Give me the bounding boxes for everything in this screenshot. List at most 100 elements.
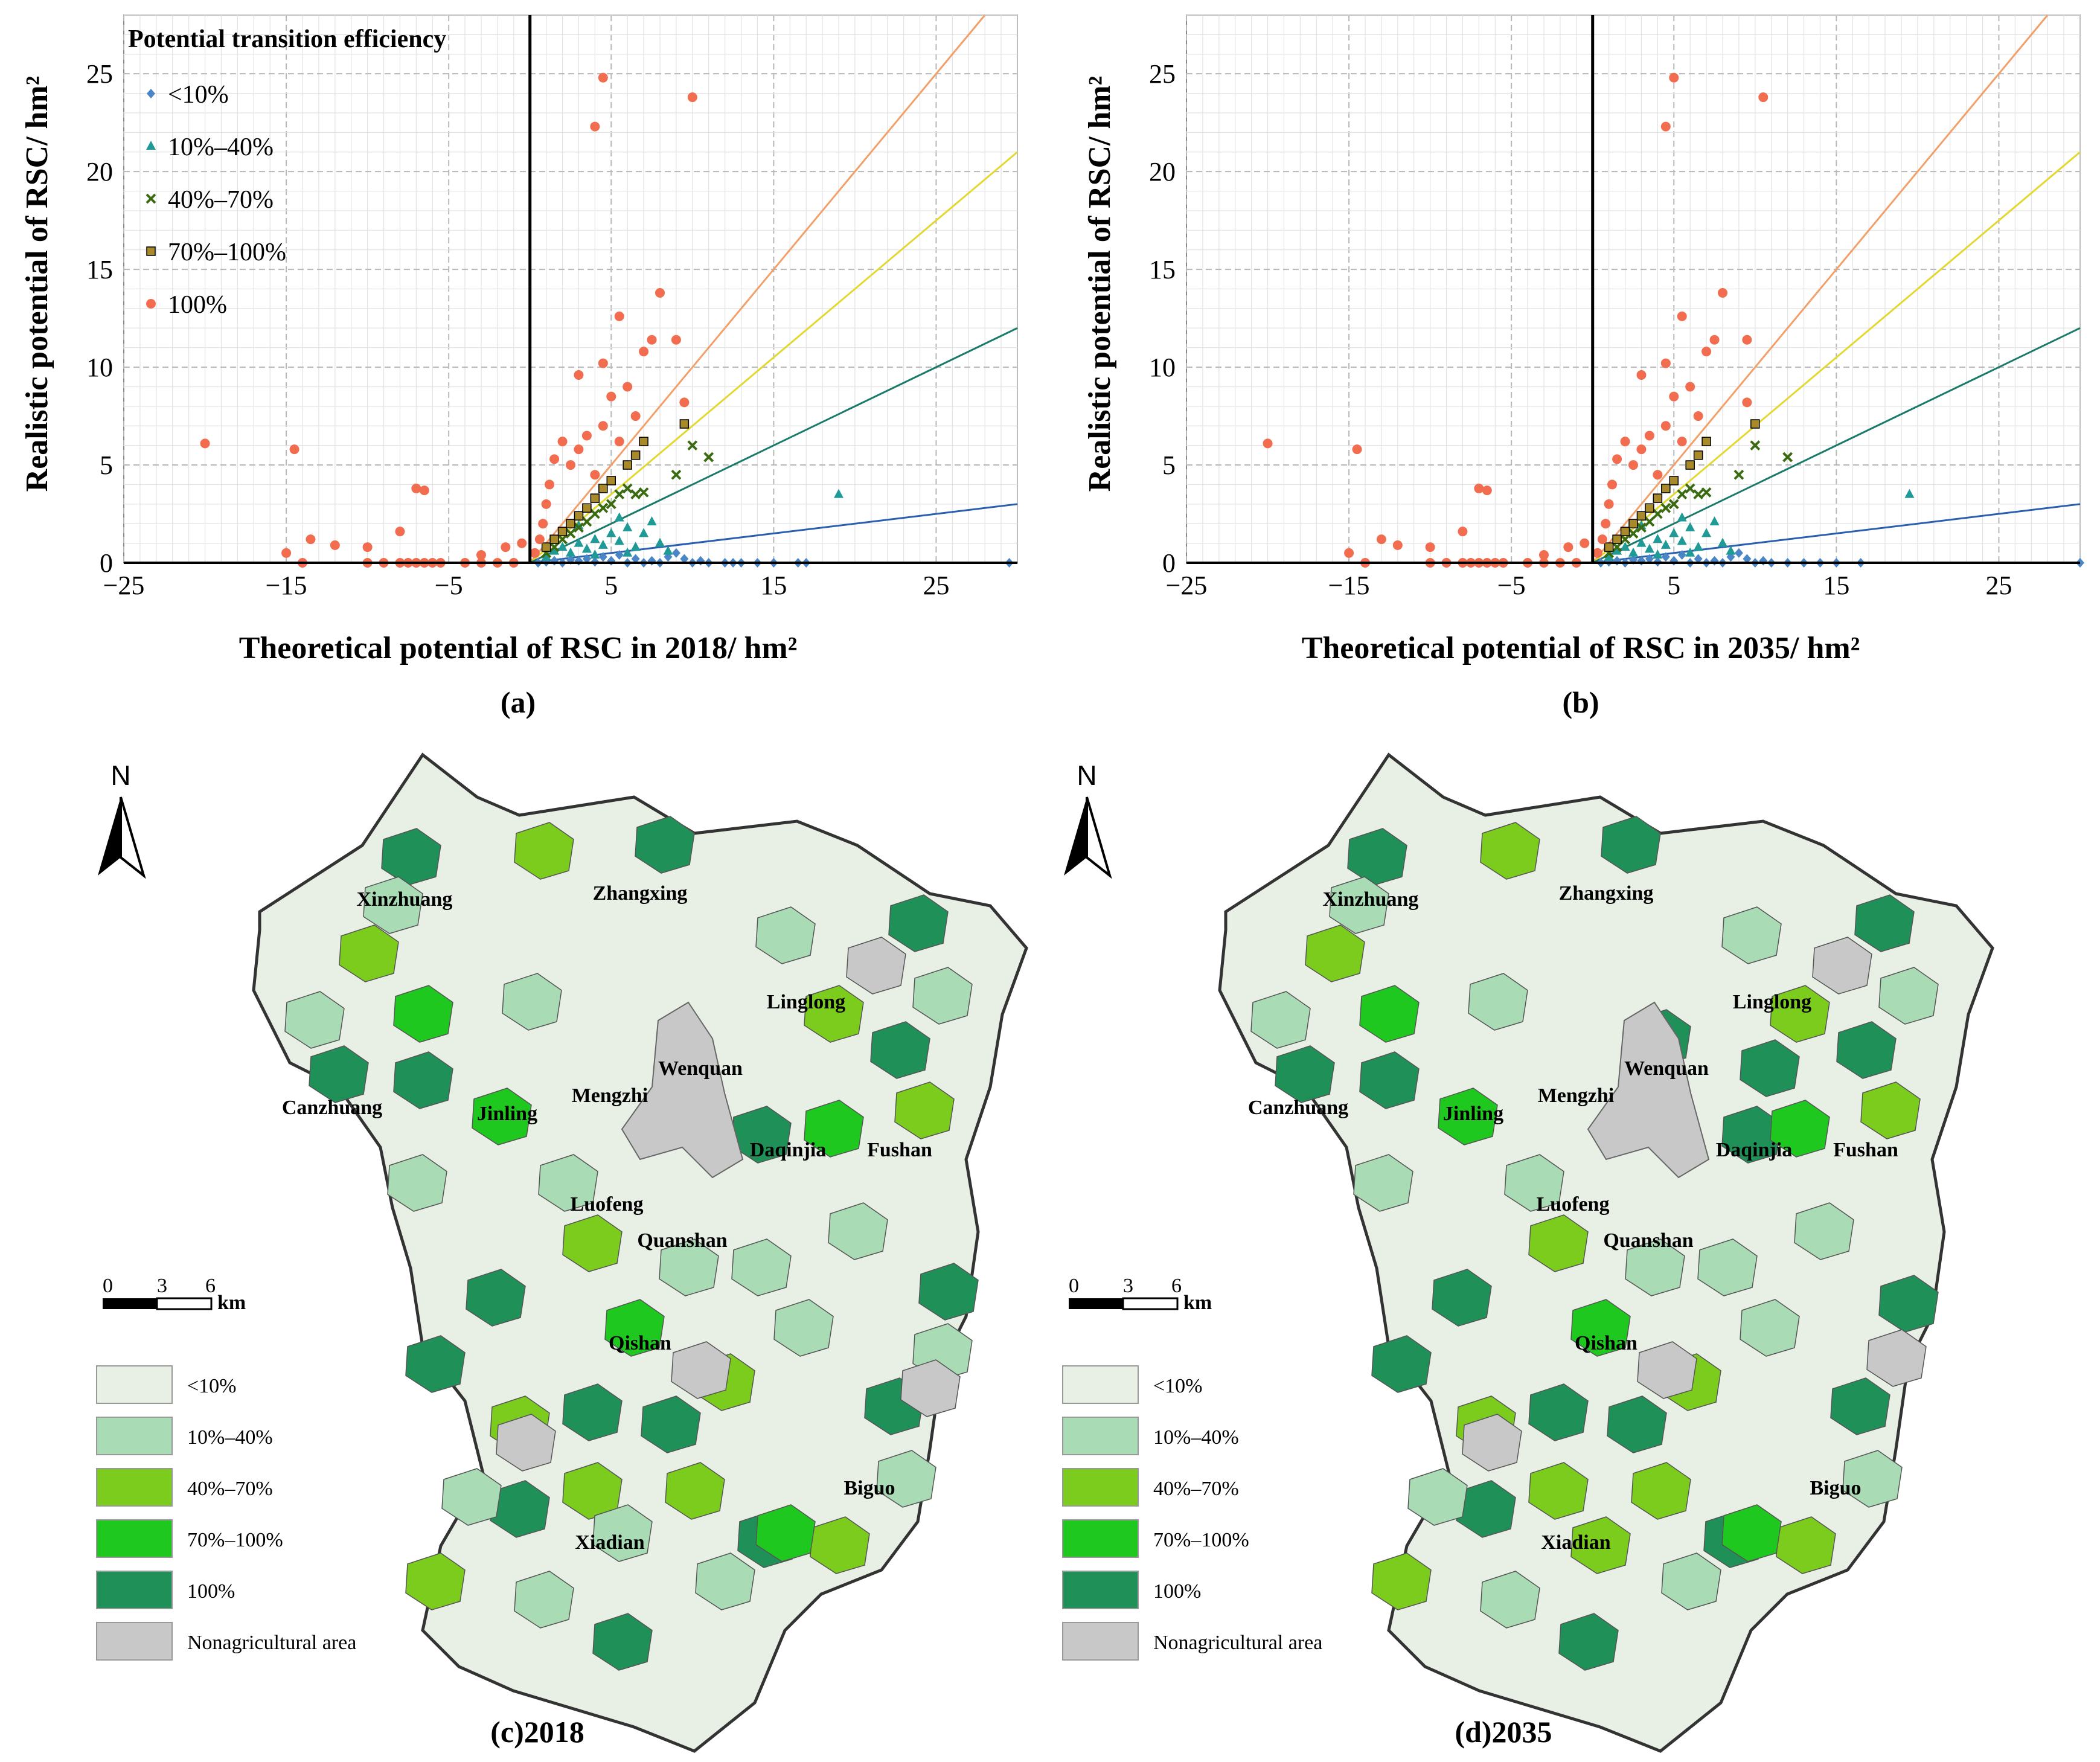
reference-line-3 xyxy=(530,503,1018,564)
data-point xyxy=(671,469,682,480)
map-legend-swatch xyxy=(1062,1519,1139,1558)
data-point xyxy=(545,479,555,490)
map-patch xyxy=(755,1504,816,1562)
data-point xyxy=(614,536,624,545)
x-axis-title-b: Theoretical potential of RSC in 2035/ hm… xyxy=(1302,631,1860,665)
data-point xyxy=(1668,499,1679,510)
x-tick-label: −25 xyxy=(1166,571,1208,600)
map-patch xyxy=(1305,924,1365,982)
data-point xyxy=(1661,484,1671,493)
data-point xyxy=(581,516,592,527)
data-point xyxy=(566,460,575,470)
map-legend-label: 100% xyxy=(1153,1580,1201,1603)
data-point xyxy=(1653,470,1663,480)
map-patch xyxy=(900,1359,961,1417)
scale-label-0: 0 xyxy=(103,1275,113,1297)
data-point xyxy=(530,548,540,558)
legend-label-c100: 100% xyxy=(168,291,227,319)
data-point xyxy=(574,370,584,380)
reference-lines-b xyxy=(1592,14,2081,564)
map-patch xyxy=(1528,1462,1589,1520)
map-patch xyxy=(1770,985,1830,1043)
data-point xyxy=(1750,419,1760,429)
map-legend-d: <10% 10%–40% 40%–70% 70%–100% 100% Nonagricul… xyxy=(1062,1365,1322,1661)
y-tick-label: 20 xyxy=(86,157,113,187)
data-point xyxy=(541,542,551,552)
data-point xyxy=(517,538,527,548)
map-patch xyxy=(562,1383,623,1441)
scale-bar: 0 3 6 km xyxy=(1069,1275,1212,1314)
legend-items: <10% 10%–40% 40%–70% 70%–100% 100% xyxy=(146,81,286,319)
data-point xyxy=(589,508,600,519)
map-legend-label: 70%–100% xyxy=(1153,1529,1249,1551)
data-point xyxy=(606,476,616,485)
map-patch xyxy=(1878,967,1939,1025)
data-point xyxy=(549,542,560,553)
map-patch xyxy=(1794,1202,1854,1260)
map-patch xyxy=(1830,1377,1890,1435)
data-point xyxy=(289,444,299,455)
y-tick-label: 25 xyxy=(1149,59,1176,89)
data-point xyxy=(590,549,600,559)
data-point xyxy=(1645,554,1654,564)
data-point xyxy=(574,522,584,533)
scatter-panel-b: −25 −15 −5 5 15 25 0 5 10 15 20 25 Theoretical pote… xyxy=(1083,14,2084,719)
data-point xyxy=(1693,411,1703,421)
town-label-luofeng: Luofeng xyxy=(1537,1193,1610,1216)
map-patch xyxy=(1812,937,1872,995)
reference-line-3 xyxy=(1592,503,2081,564)
data-point xyxy=(1604,551,1614,561)
data-point xyxy=(623,382,633,392)
data-point xyxy=(663,545,673,555)
north-label: N xyxy=(1077,760,1096,791)
map-legend-label: <10% xyxy=(187,1375,237,1397)
map-patch xyxy=(1438,1088,1498,1145)
data-point xyxy=(541,551,551,561)
data-point xyxy=(538,519,548,529)
legend-title: Potential transition efficiency xyxy=(128,25,446,53)
data-point xyxy=(306,534,316,545)
data-point xyxy=(1636,522,1647,533)
data-point xyxy=(1660,121,1671,132)
town-label-biguo: Biguo xyxy=(844,1477,895,1499)
x-axis-title-a: Theoretical potential of RSC in 2018/ hm… xyxy=(239,631,798,665)
data-point xyxy=(1644,431,1654,441)
data-point xyxy=(565,528,576,539)
map-patch xyxy=(876,1450,936,1508)
map-legend-label: 70%–100% xyxy=(187,1529,283,1551)
town-label-linglong: Linglong xyxy=(1733,991,1811,1013)
map-patch xyxy=(1570,1516,1631,1574)
town-label-xinzhuang: Xinzhuang xyxy=(1323,888,1419,911)
data-point xyxy=(1677,437,1687,447)
data-point xyxy=(566,519,575,528)
map-patch xyxy=(1359,1051,1420,1109)
reference-line-0 xyxy=(1592,14,2049,563)
map-legend-label: 10%–40% xyxy=(187,1426,273,1449)
map-patch xyxy=(1456,1480,1516,1538)
map-patch xyxy=(1347,828,1407,886)
map-patch xyxy=(592,1613,653,1671)
x-tick-label: 25 xyxy=(923,571,949,600)
data-point xyxy=(1701,437,1711,446)
scale-white xyxy=(1122,1297,1179,1310)
data-point xyxy=(1709,335,1720,345)
map-patch xyxy=(1480,1571,1540,1629)
y-tick-label: 5 xyxy=(1162,450,1176,480)
north-arrow-right xyxy=(120,796,146,879)
map-patch xyxy=(695,1552,755,1610)
map-patch xyxy=(912,967,973,1025)
map-patch xyxy=(1740,1299,1800,1357)
data-point xyxy=(557,534,568,545)
data-point xyxy=(598,539,608,549)
map-patch xyxy=(514,1571,574,1629)
town-label-mengzhi: Mengzhi xyxy=(572,1084,648,1107)
data-point xyxy=(1392,540,1403,550)
legend-label-c70_100: 70%–100% xyxy=(168,239,286,266)
legend-label-c40_70: 40%–70% xyxy=(168,186,274,214)
data-point xyxy=(1636,537,1647,547)
map-patch xyxy=(1371,1552,1432,1610)
map-patch xyxy=(339,924,399,982)
map-patch xyxy=(1842,1450,1903,1508)
data-point xyxy=(598,72,608,83)
map-caption-c: (c)2018 xyxy=(490,1715,584,1749)
